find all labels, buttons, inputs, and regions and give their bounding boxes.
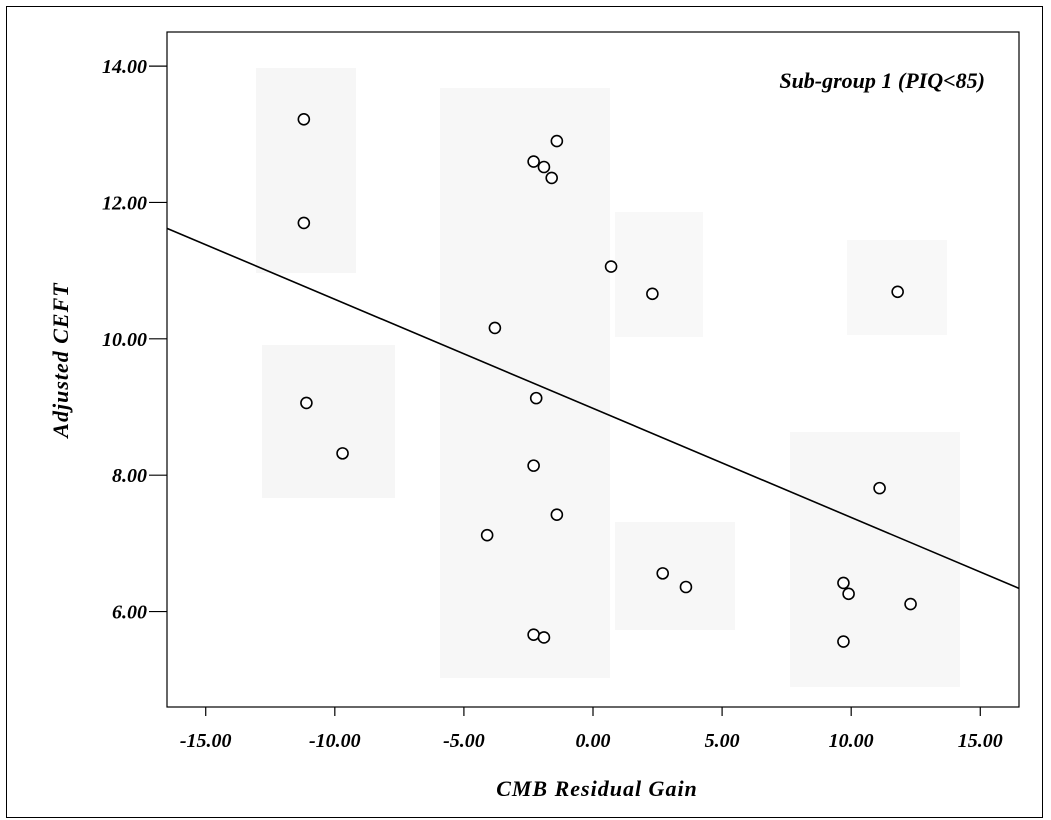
x-tick-label: -10.00	[309, 730, 361, 752]
x-tick-label: 0.00	[576, 730, 611, 752]
x-tick-label: 5.00	[705, 730, 740, 752]
x-axis-title: CMB Residual Gain	[496, 776, 698, 801]
data-point	[679, 580, 693, 594]
x-tick-label: -15.00	[180, 730, 232, 752]
data-point	[529, 391, 543, 405]
points-layer	[297, 112, 917, 648]
data-point	[550, 134, 564, 148]
data-point	[297, 112, 311, 126]
data-point	[297, 216, 311, 230]
background-shading	[256, 68, 960, 687]
regression-line	[166, 227, 1020, 590]
y-axis-title: Adjusted CEFT	[48, 282, 73, 440]
data-point	[336, 447, 349, 460]
data-point	[537, 631, 551, 644]
data-point	[656, 567, 670, 580]
x-axis: -15.00 -10.00 -5.00 0.00 5.00 10.00 15.00	[180, 707, 1003, 752]
data-point	[545, 171, 558, 185]
y-axis: 6.00 8.00 10.00 12.00 14.00	[102, 56, 167, 624]
data-point	[837, 576, 850, 590]
y-tick-label: 6.00	[112, 602, 147, 624]
data-point	[527, 155, 540, 168]
data-point	[904, 597, 917, 611]
subgroup-annotation: Sub-group 1 (PIQ<85)	[779, 68, 985, 93]
y-tick-label: 12.00	[102, 192, 147, 214]
y-tick-label: 14.00	[102, 56, 147, 78]
y-tick-label: 10.00	[102, 329, 147, 351]
x-tick-label: 10.00	[829, 730, 874, 752]
data-point	[891, 285, 904, 299]
data-point	[604, 260, 618, 273]
data-point	[537, 160, 551, 174]
data-point	[527, 628, 540, 642]
data-point	[837, 635, 850, 648]
data-point	[842, 587, 855, 601]
data-point	[550, 508, 564, 522]
data-point	[488, 321, 502, 335]
fit-line-layer	[166, 227, 1020, 590]
y-tick-label: 8.00	[112, 465, 147, 487]
data-point	[527, 459, 540, 472]
data-point	[873, 481, 886, 495]
data-point	[300, 396, 313, 410]
x-tick-label: 15.00	[958, 730, 1003, 752]
data-point	[480, 528, 494, 542]
data-point	[646, 287, 659, 301]
x-tick-label: -5.00	[443, 730, 485, 752]
